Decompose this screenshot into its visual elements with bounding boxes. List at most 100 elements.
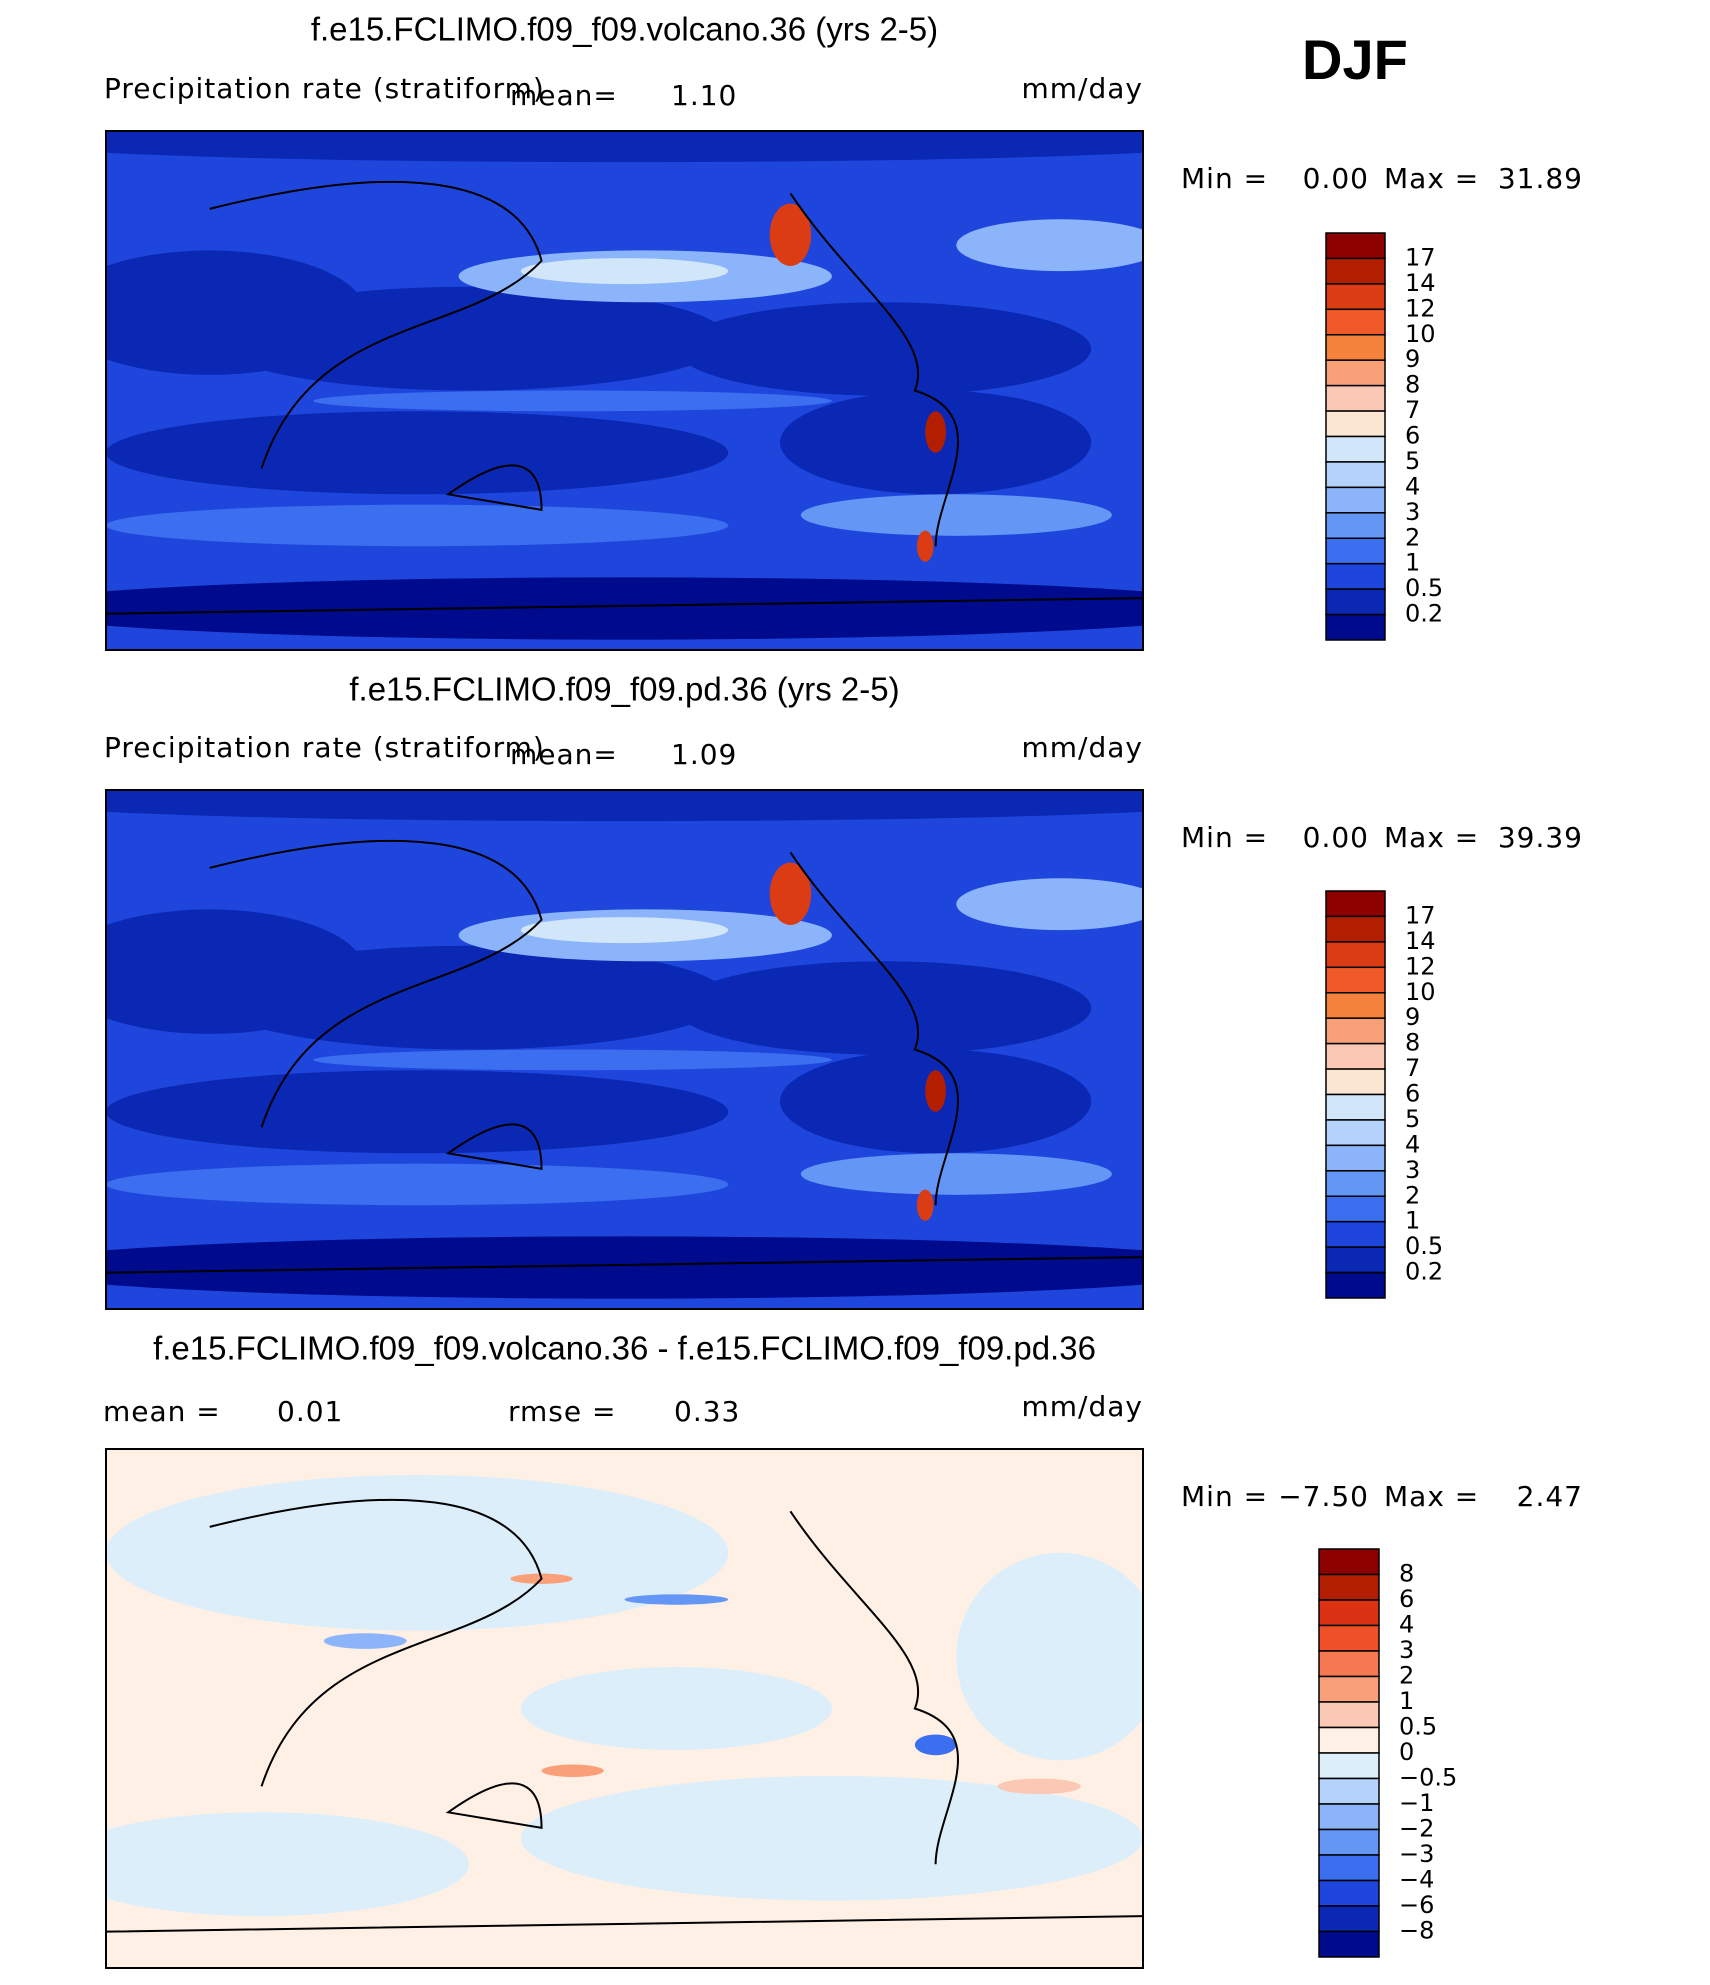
map-field	[769, 862, 812, 925]
map-field	[323, 1633, 407, 1649]
panel-title: f.e15.FCLIMO.f09_f09.pd.36 (yrs 2-5)	[349, 671, 899, 708]
max-value: 39.39	[1498, 821, 1583, 854]
colorbar-label: 0.5	[1405, 1232, 1443, 1260]
colorbar-label: 5	[1405, 1105, 1420, 1133]
colorbar-box	[1325, 410, 1386, 438]
colorbar-label: −2	[1399, 1815, 1434, 1843]
map-bg	[106, 790, 1143, 1309]
colorbar-box	[1325, 384, 1386, 412]
colorbar-label: 8	[1399, 1560, 1414, 1588]
colorbar-label: 0.2	[1405, 1258, 1443, 1286]
colorbar-box	[1318, 1803, 1380, 1831]
map-field	[624, 1594, 729, 1605]
variable-name: Precipitation rate (stratiform)	[104, 731, 545, 764]
colorbar-label: 4	[1405, 1130, 1420, 1158]
colorbar-label: −1	[1399, 1789, 1434, 1817]
coastline	[209, 839, 543, 1128]
colorbar-box	[1325, 537, 1386, 565]
map-field	[106, 131, 1143, 163]
coastline	[106, 1782, 1143, 1933]
map-field	[769, 203, 812, 266]
colorbar-label: 0.5	[1405, 574, 1443, 602]
colorbar-label: 7	[1405, 396, 1420, 424]
colorbar-box	[1325, 435, 1386, 463]
min-value: −7.50	[1278, 1480, 1369, 1513]
coastline	[209, 180, 543, 469]
colorbar-label: 17	[1405, 901, 1436, 929]
map-field	[676, 302, 1092, 396]
colorbar-label: 14	[1405, 927, 1436, 955]
colorbar-label: 3	[1399, 1636, 1414, 1664]
max-label: Max =	[1384, 1480, 1479, 1513]
colorbar-label: 0.2	[1405, 600, 1443, 628]
map-frame	[105, 130, 1144, 651]
colorbar-label: 3	[1405, 498, 1420, 526]
map-field	[925, 1070, 946, 1112]
map-bg	[106, 131, 1143, 650]
colorbar-box	[1318, 1930, 1380, 1958]
season-label: DJF	[1302, 28, 1408, 91]
colorbar-label: 12	[1405, 294, 1436, 322]
colorbar-box	[1318, 1573, 1380, 1601]
map-field	[956, 219, 1143, 272]
min-label: Min =	[1181, 1480, 1268, 1513]
colorbar-label: 0.5	[1399, 1713, 1437, 1741]
stat-label: mean=	[510, 79, 618, 112]
colorbar-label: 7	[1405, 1054, 1420, 1082]
colorbar-label: 9	[1405, 1003, 1420, 1031]
colorbar-box	[1325, 966, 1386, 994]
colorbar-box	[1325, 1017, 1386, 1045]
colorbar-box	[1325, 283, 1386, 311]
colorbar-box	[1325, 915, 1386, 943]
colorbar-box	[1325, 613, 1386, 641]
map-field	[520, 917, 729, 944]
colorbar-box	[1325, 486, 1386, 514]
stat-label: rmse =	[508, 1395, 616, 1428]
colorbar-label: 14	[1405, 269, 1436, 297]
map-field	[676, 961, 1092, 1055]
colorbar-label: 17	[1405, 243, 1436, 271]
map-field	[106, 1236, 1143, 1299]
units: mm/day	[1022, 1390, 1144, 1423]
map-field	[997, 1778, 1081, 1795]
stat-label: mean =	[103, 1395, 221, 1428]
colorbar-box	[1325, 1144, 1386, 1172]
map-field	[925, 411, 946, 453]
colorbar-box	[1325, 1042, 1386, 1070]
stat-value: 1.10	[671, 79, 737, 112]
colorbar-box	[1318, 1675, 1380, 1703]
map-field	[313, 1049, 832, 1071]
map-frame	[105, 1448, 1144, 1969]
stat-value: 0.01	[277, 1395, 343, 1428]
map-field	[520, 258, 729, 285]
colorbar-box	[1325, 941, 1386, 969]
coastline	[789, 192, 959, 547]
colorbar-box	[1318, 1879, 1380, 1907]
max-label: Max =	[1384, 821, 1479, 854]
colorbar-box	[1325, 1170, 1386, 1197]
colorbar-box	[1325, 512, 1386, 539]
colorbar-box	[1325, 1068, 1386, 1096]
colorbar-box	[1325, 232, 1386, 260]
map-field	[106, 504, 729, 547]
max-value: 31.89	[1498, 162, 1583, 195]
colorbar-label: 6	[1405, 422, 1420, 450]
colorbar-label: 9	[1405, 345, 1420, 373]
colorbar-box	[1325, 1271, 1386, 1299]
max-label: Max =	[1384, 162, 1479, 195]
coastline	[789, 851, 959, 1206]
colorbar-box	[1325, 562, 1386, 590]
colorbar-label: 6	[1405, 1080, 1420, 1108]
map	[106, 790, 1143, 1309]
colorbar-box	[1325, 890, 1386, 918]
min-value: 0.00	[1303, 821, 1369, 854]
map-field	[106, 1070, 729, 1154]
max-value: 2.47	[1517, 1480, 1583, 1513]
map-field	[106, 1474, 729, 1631]
colorbar-label: 1	[1405, 1207, 1420, 1235]
map-field	[916, 1189, 934, 1221]
panel-title: f.e15.FCLIMO.f09_f09.volcano.36 - f.e15.…	[153, 1330, 1096, 1367]
stat-value: 0.33	[674, 1395, 740, 1428]
map	[106, 1449, 1143, 1968]
